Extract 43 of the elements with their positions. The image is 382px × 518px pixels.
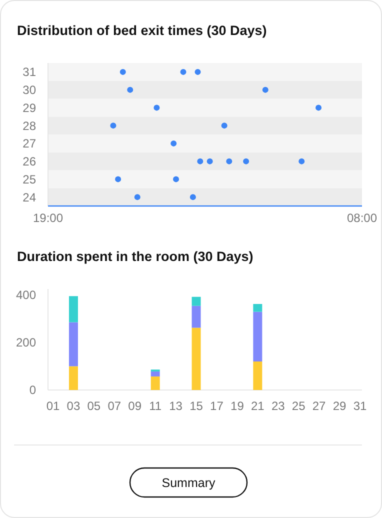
x-tick-label: 13 xyxy=(169,399,183,413)
bar xyxy=(253,361,262,390)
x-tick-label: 15 xyxy=(190,399,204,413)
y-tick-label: 0 xyxy=(29,383,36,398)
y-tick-label: 29 xyxy=(22,100,36,115)
bar xyxy=(192,296,201,306)
text: Summary xyxy=(162,476,216,490)
bar xyxy=(68,296,78,322)
x-tick-label: 27 xyxy=(312,399,326,413)
bar xyxy=(192,306,201,328)
bar xyxy=(68,366,78,390)
bar xyxy=(253,304,262,312)
y-tick-label: 27 xyxy=(22,136,36,151)
x-tick-label: 07 xyxy=(108,399,122,413)
y-tick-label: 31 xyxy=(22,65,36,80)
chart-title: Distribution of bed exit times (30 Days) xyxy=(17,23,267,38)
bar xyxy=(68,322,78,366)
y-tick-label: 25 xyxy=(22,172,36,186)
x-tick-label: 29 xyxy=(332,399,347,413)
bar xyxy=(253,312,262,362)
y-tick-label: 30 xyxy=(22,83,36,98)
bar xyxy=(150,371,160,376)
x-tick-label: 19:00 xyxy=(32,211,64,225)
x-tick-label: 09 xyxy=(128,399,142,413)
x-tick-label: 08:00 xyxy=(346,211,378,225)
y-tick-label: 26 xyxy=(22,154,36,169)
x-tick-label: 01 xyxy=(46,399,60,413)
x-tick-label: 03 xyxy=(66,399,80,413)
bar xyxy=(150,376,160,390)
y-tick-label: 400 xyxy=(16,288,36,302)
x-tick-label: 25 xyxy=(292,399,306,413)
x-tick-label: 31 xyxy=(353,399,367,413)
x-tick-label: 21 xyxy=(250,399,265,413)
x-tick-label: 19 xyxy=(230,399,244,413)
x-tick-label: 23 xyxy=(271,399,286,413)
y-tick-label: 24 xyxy=(22,190,36,204)
chart-title: Duration spent in the room (30 Days) xyxy=(17,249,254,264)
x-tick-label: 17 xyxy=(210,399,224,413)
x-tick-label: 05 xyxy=(87,399,101,413)
bar xyxy=(192,328,201,390)
y-tick-label: 200 xyxy=(16,336,36,350)
x-tick-label: 11 xyxy=(149,399,162,413)
y-tick-label: 28 xyxy=(22,118,36,133)
